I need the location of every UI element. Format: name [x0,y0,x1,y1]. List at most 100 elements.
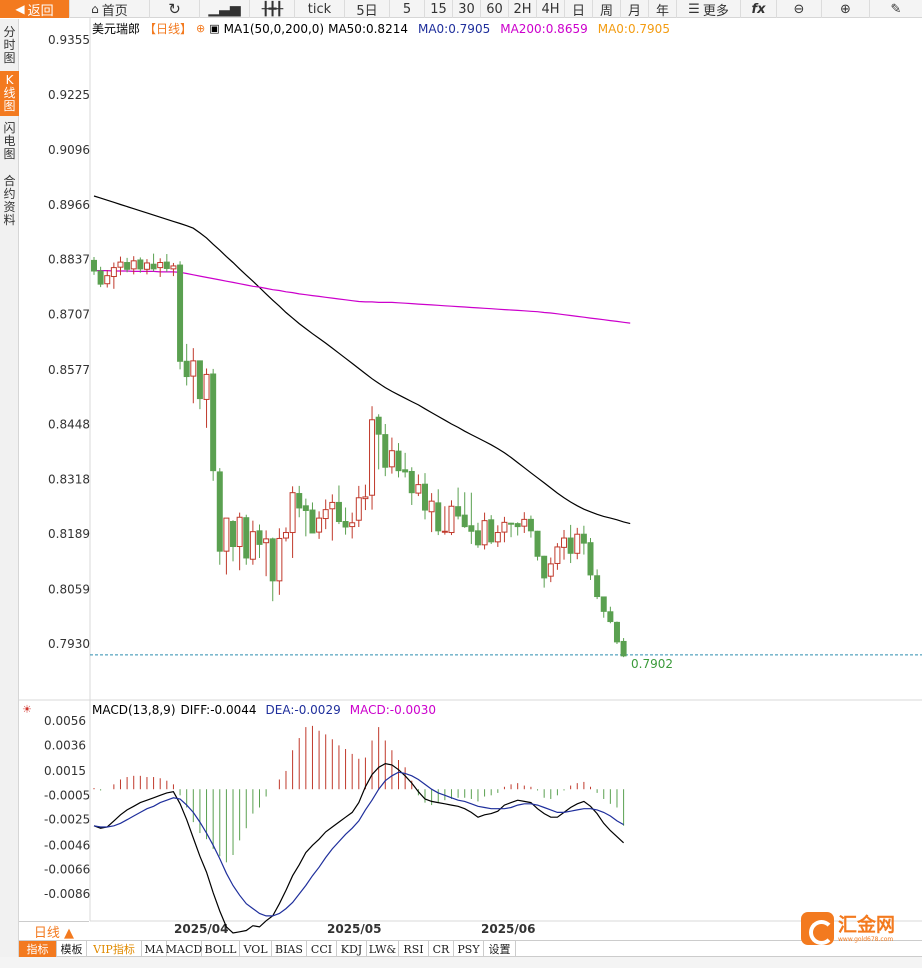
indicator-tab-13[interactable]: CR [429,941,454,957]
candle-body [600,596,607,612]
h2-button[interactable]: 2H [509,0,537,18]
ma200-line [94,270,631,324]
indicator-tab-7[interactable]: VOL [240,941,272,957]
candle-body [508,522,515,525]
indicator-tab-14[interactable]: PSY [454,941,484,957]
candle-body [316,517,323,533]
chart-type-button[interactable]: ▁▃▅ [200,0,250,18]
settings-icon[interactable]: ⊕ [196,22,206,35]
candle-body [521,518,528,527]
candle-body [190,360,197,377]
formula-button[interactable]: fx [741,0,777,18]
candle-body [448,505,455,534]
ma0-value: MA0:0.7905 [417,21,491,36]
ma0-value-2: MA0:0.7905 [597,21,670,36]
tab-flash[interactable]: 闪电图 [3,121,16,161]
price-tick-label: 0.8059 [48,582,90,596]
back-button[interactable]: ◀ 返回 [0,0,70,19]
indicator-tab-8[interactable]: BIAS [272,941,307,957]
indicator-tab-12[interactable]: RSI [399,941,429,957]
candle-body [210,373,217,472]
draw-button[interactable]: ✎ [870,0,922,18]
h4-button[interactable]: 4H [537,0,565,18]
period-select-button[interactable]: 日线 ▲ [19,921,89,941]
candle-body [216,471,223,552]
candle-body [282,532,289,539]
symbol-name: 美元瑞郎 [92,22,141,36]
tab-contract-info[interactable]: 合约资料 [3,174,16,227]
indicator-tab-3[interactable]: VIP指标 [87,941,142,957]
indicator-tab-11[interactable]: LW& [367,941,399,957]
menu-icon: ☰ [688,1,700,17]
day-button[interactable]: 日 [565,0,593,19]
candle-body [150,263,157,270]
candle-body [388,450,395,468]
tab-timeshare[interactable]: 分时图 [3,25,16,65]
candle-body [163,261,170,269]
bottom-strip [0,957,922,968]
dea-line [93,771,624,917]
macd-tick-label: 0.0036 [44,738,86,752]
candle-body [580,533,587,544]
candle-body [177,264,184,362]
period-label[interactable]: 【日线】 [144,22,193,36]
indicator-tab-6[interactable]: BOLL [202,941,240,957]
refresh-button[interactable]: ↻ [150,0,200,18]
more-button[interactable]: ☰ 更多 [677,0,741,19]
indicator-tab-2[interactable]: 模板 [57,941,87,957]
candle-body [494,532,501,543]
m5-button[interactable]: 5 [390,0,425,18]
zoom-in-button[interactable]: ⊕ [822,0,870,18]
tick-button[interactable]: tick [295,0,345,18]
zoom-out-icon: ⊖ [793,1,805,17]
indicator-tab-10[interactable]: KDJ [337,941,367,957]
ma50-value: MA50:0.8214 [328,21,408,36]
macd-title: MACD(13,8,9) [92,703,176,717]
indicator-tab-1[interactable]: 指标 [19,941,57,957]
zoom-in-icon: ⊕ [840,1,851,17]
candle-body [91,259,97,272]
month-button[interactable]: 月 [621,0,649,19]
m60-button[interactable]: 60 [481,0,509,18]
price-tick-label: 0.8966 [48,198,90,212]
candle-body [481,520,488,546]
time-tick-label: 2025/04 [174,922,228,936]
year-button[interactable]: 年 [649,0,677,19]
indicator-tab-9[interactable]: CCI [307,941,337,957]
gold678-logo: 汇金网 www.gold678.com [801,912,895,945]
home-button[interactable]: ⌂ 首页 [70,0,150,19]
candle-body [117,261,124,268]
candle-body [342,521,349,528]
last-price-label: 0.7902 [631,657,673,671]
candle-body [302,505,309,511]
candle-body [196,360,203,400]
tab-kline[interactable]: K线图 [0,71,19,116]
pencil-icon: ✎ [890,1,902,17]
price-tick-label: 0.8318 [48,473,90,487]
candle-body [289,492,296,534]
indicator-tab-5[interactable]: MACD [165,941,203,957]
time-tick-label: 2025/06 [481,922,535,936]
week-button[interactable]: 周 [593,0,621,19]
diff-line [93,762,625,934]
candle-body [422,483,428,511]
candle-body [296,493,303,509]
candle-body [203,373,210,400]
zoom-out-button[interactable]: ⊖ [777,0,822,18]
macd-settings-icon: ☀ [22,703,32,716]
indicator-tab-4[interactable]: MA [142,941,167,957]
indicator-picture-icon[interactable]: ▣ [209,22,220,35]
m30-button[interactable]: 30 [453,0,481,18]
candle-style-button[interactable]: ╂╋╂ [250,0,295,18]
candle-body [263,538,270,544]
candle-body [170,265,177,270]
five-day-button[interactable]: 5日 [345,0,390,19]
candle-body [554,546,561,564]
candle-body [97,270,104,285]
candle-body [461,514,468,528]
candle-body [541,555,548,579]
m15-button[interactable]: 15 [425,0,453,18]
indicator-tab-15[interactable]: 设置 [484,941,516,957]
logo-domain: www.gold678.com [838,935,894,943]
